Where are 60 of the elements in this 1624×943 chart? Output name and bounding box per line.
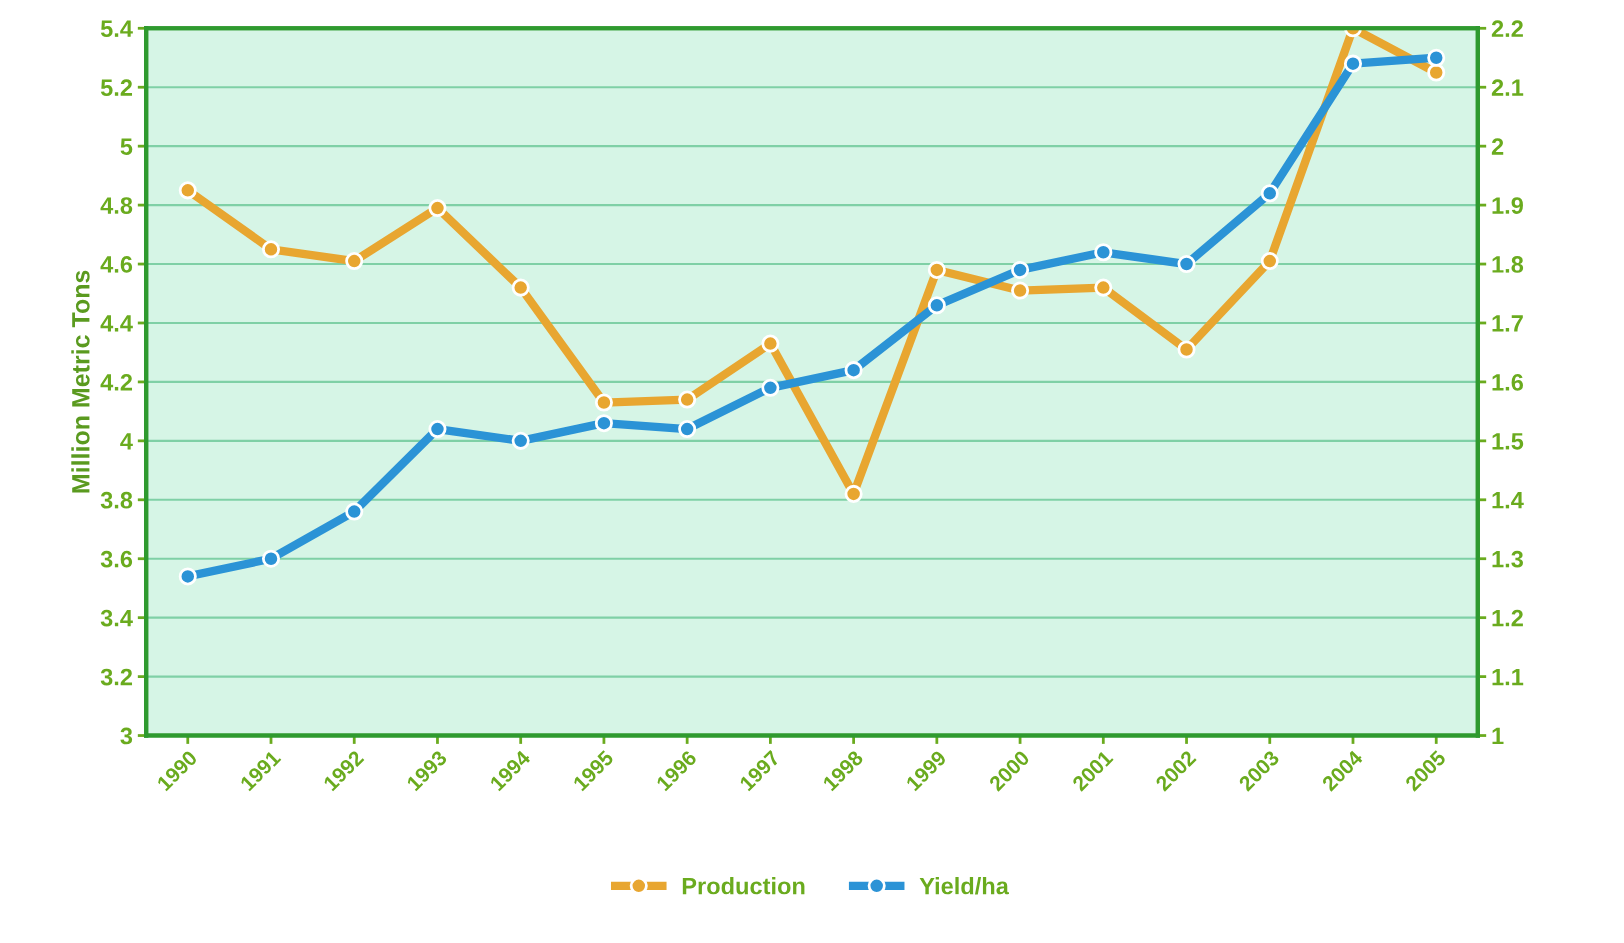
y-tick-label: 3.6	[100, 550, 133, 568]
y-tick-label: 4.2	[100, 373, 133, 391]
point	[844, 484, 863, 503]
y-tick-label: 4.4	[100, 315, 133, 332]
point	[927, 296, 946, 315]
y-tick-label: 3.8	[100, 491, 133, 509]
point	[594, 414, 613, 433]
y2-tick-label: 1.3	[1492, 550, 1523, 568]
point	[678, 420, 697, 439]
y2-tick-label: 1	[1492, 727, 1504, 745]
y2-tick-label: 1.8	[1492, 256, 1524, 273]
point	[345, 502, 364, 521]
point	[345, 252, 364, 271]
point	[511, 278, 530, 297]
point	[678, 390, 697, 409]
point	[1011, 260, 1030, 279]
point	[178, 181, 197, 200]
point	[1177, 255, 1196, 274]
point	[511, 431, 530, 450]
point	[178, 567, 197, 586]
point	[761, 378, 780, 397]
point	[761, 334, 780, 353]
point	[1094, 243, 1113, 262]
point	[1343, 54, 1363, 73]
y2-tick-label: 2	[1491, 138, 1504, 155]
point	[1177, 340, 1196, 359]
point	[1260, 184, 1279, 203]
legend-label: Yield/ha	[919, 877, 1009, 895]
point	[1427, 63, 1446, 82]
y2-tick-label: 1.1	[1492, 668, 1524, 686]
y-tick-label: 4	[120, 433, 133, 450]
point	[594, 393, 613, 412]
y2-tick-label: 1.9	[1492, 197, 1523, 214]
point	[1094, 278, 1113, 297]
y2-tick-label: 1.4	[1492, 492, 1524, 509]
y-tick-label: 4.6	[100, 256, 133, 273]
y-tick-label: 4.8	[100, 197, 133, 214]
point	[261, 240, 281, 259]
point	[844, 361, 863, 380]
point	[1011, 281, 1030, 300]
y2-tick-label: 1.7	[1492, 315, 1523, 332]
point	[428, 420, 447, 439]
y-axis-title: Million Metric Tons	[71, 270, 90, 493]
point	[1427, 48, 1446, 67]
y-tick-label: 5.2	[100, 79, 133, 97]
y2-tick-label: 1.5	[1492, 433, 1524, 450]
y-tick-label: 5.4	[100, 20, 133, 38]
y2-tick-label: 1.6	[1492, 373, 1523, 391]
point	[927, 260, 946, 279]
y2-tick-label: 2.2	[1491, 20, 1523, 37]
y2-tick-label: 2.1	[1491, 79, 1524, 96]
y2-tick-label: 1.2	[1492, 609, 1523, 627]
point	[261, 549, 281, 568]
y-tick-label: 3	[120, 727, 133, 745]
y-tick-label: 3.4	[100, 609, 133, 627]
y-tick-label: 5	[120, 138, 133, 155]
point	[428, 199, 447, 218]
legend-label: Production	[682, 877, 805, 895]
point	[1260, 252, 1279, 271]
y-tick-label: 3.2	[100, 668, 133, 686]
